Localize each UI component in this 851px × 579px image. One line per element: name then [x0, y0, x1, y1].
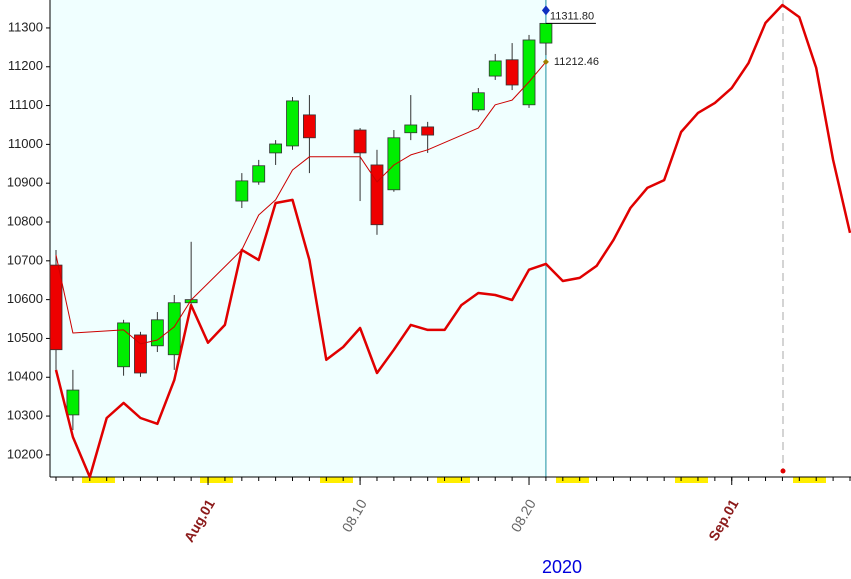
y-tick-label: 11100 — [9, 97, 43, 112]
weekend-bar — [200, 477, 233, 483]
y-tick-label: 11000 — [8, 136, 43, 151]
candle-body — [471, 92, 485, 111]
annotation-label: 11311.80 — [550, 10, 594, 22]
annotation-marker — [542, 58, 549, 65]
y-tick-label: 10600 — [7, 291, 43, 306]
y-tick-label: 10200 — [7, 446, 43, 461]
cursor-dot — [780, 468, 786, 474]
candle-body — [488, 60, 502, 77]
candle-body — [117, 322, 130, 368]
candle-body — [505, 59, 519, 86]
candle-body — [303, 114, 316, 139]
candle-body — [522, 39, 536, 106]
weekend-markers — [82, 477, 826, 483]
annotation-label: 11212.46 — [554, 56, 599, 68]
candle-body — [167, 302, 181, 356]
candle-body — [387, 137, 401, 191]
candle-body — [286, 100, 299, 147]
candle-body — [49, 264, 63, 351]
candle-body — [539, 22, 553, 44]
x-tick-label: Aug.01 — [181, 496, 218, 545]
candle-body — [421, 126, 435, 136]
x-tick-label: Sep.01 — [705, 496, 742, 543]
x-axis-label: 2020 — [542, 557, 582, 577]
y-tick-label: 11300 — [8, 19, 43, 34]
weekend-bar — [82, 477, 115, 483]
history-region — [50, 0, 546, 477]
line — [55, 61, 547, 345]
candle-body — [66, 389, 80, 416]
candle-body — [252, 165, 266, 183]
annotation-marker — [541, 5, 550, 16]
candle-body — [269, 143, 283, 154]
candle-body — [370, 164, 384, 226]
candle-body — [404, 124, 418, 134]
x-tick-label: 08.20 — [507, 496, 538, 535]
candle-body — [353, 129, 367, 154]
weekend-bar — [675, 477, 708, 483]
weekend-bar — [437, 477, 470, 483]
x-tick-label: 08.10 — [339, 496, 370, 535]
line — [54, 3, 851, 479]
candle-body — [150, 319, 164, 347]
y-tick-label: 10500 — [7, 330, 43, 345]
weekend-bar — [320, 477, 353, 483]
candle-body — [134, 334, 147, 374]
weekend-bar — [556, 477, 589, 483]
y-tick-label: 10900 — [7, 175, 43, 190]
y-tick-label: 11200 — [8, 58, 43, 73]
y-tick-label: 10400 — [7, 369, 43, 384]
candle-body — [235, 180, 249, 202]
y-tick-label: 10700 — [7, 252, 43, 267]
weekend-bar — [793, 477, 826, 483]
y-tick-label: 10800 — [7, 213, 43, 228]
y-tick-label: 10300 — [7, 408, 43, 423]
